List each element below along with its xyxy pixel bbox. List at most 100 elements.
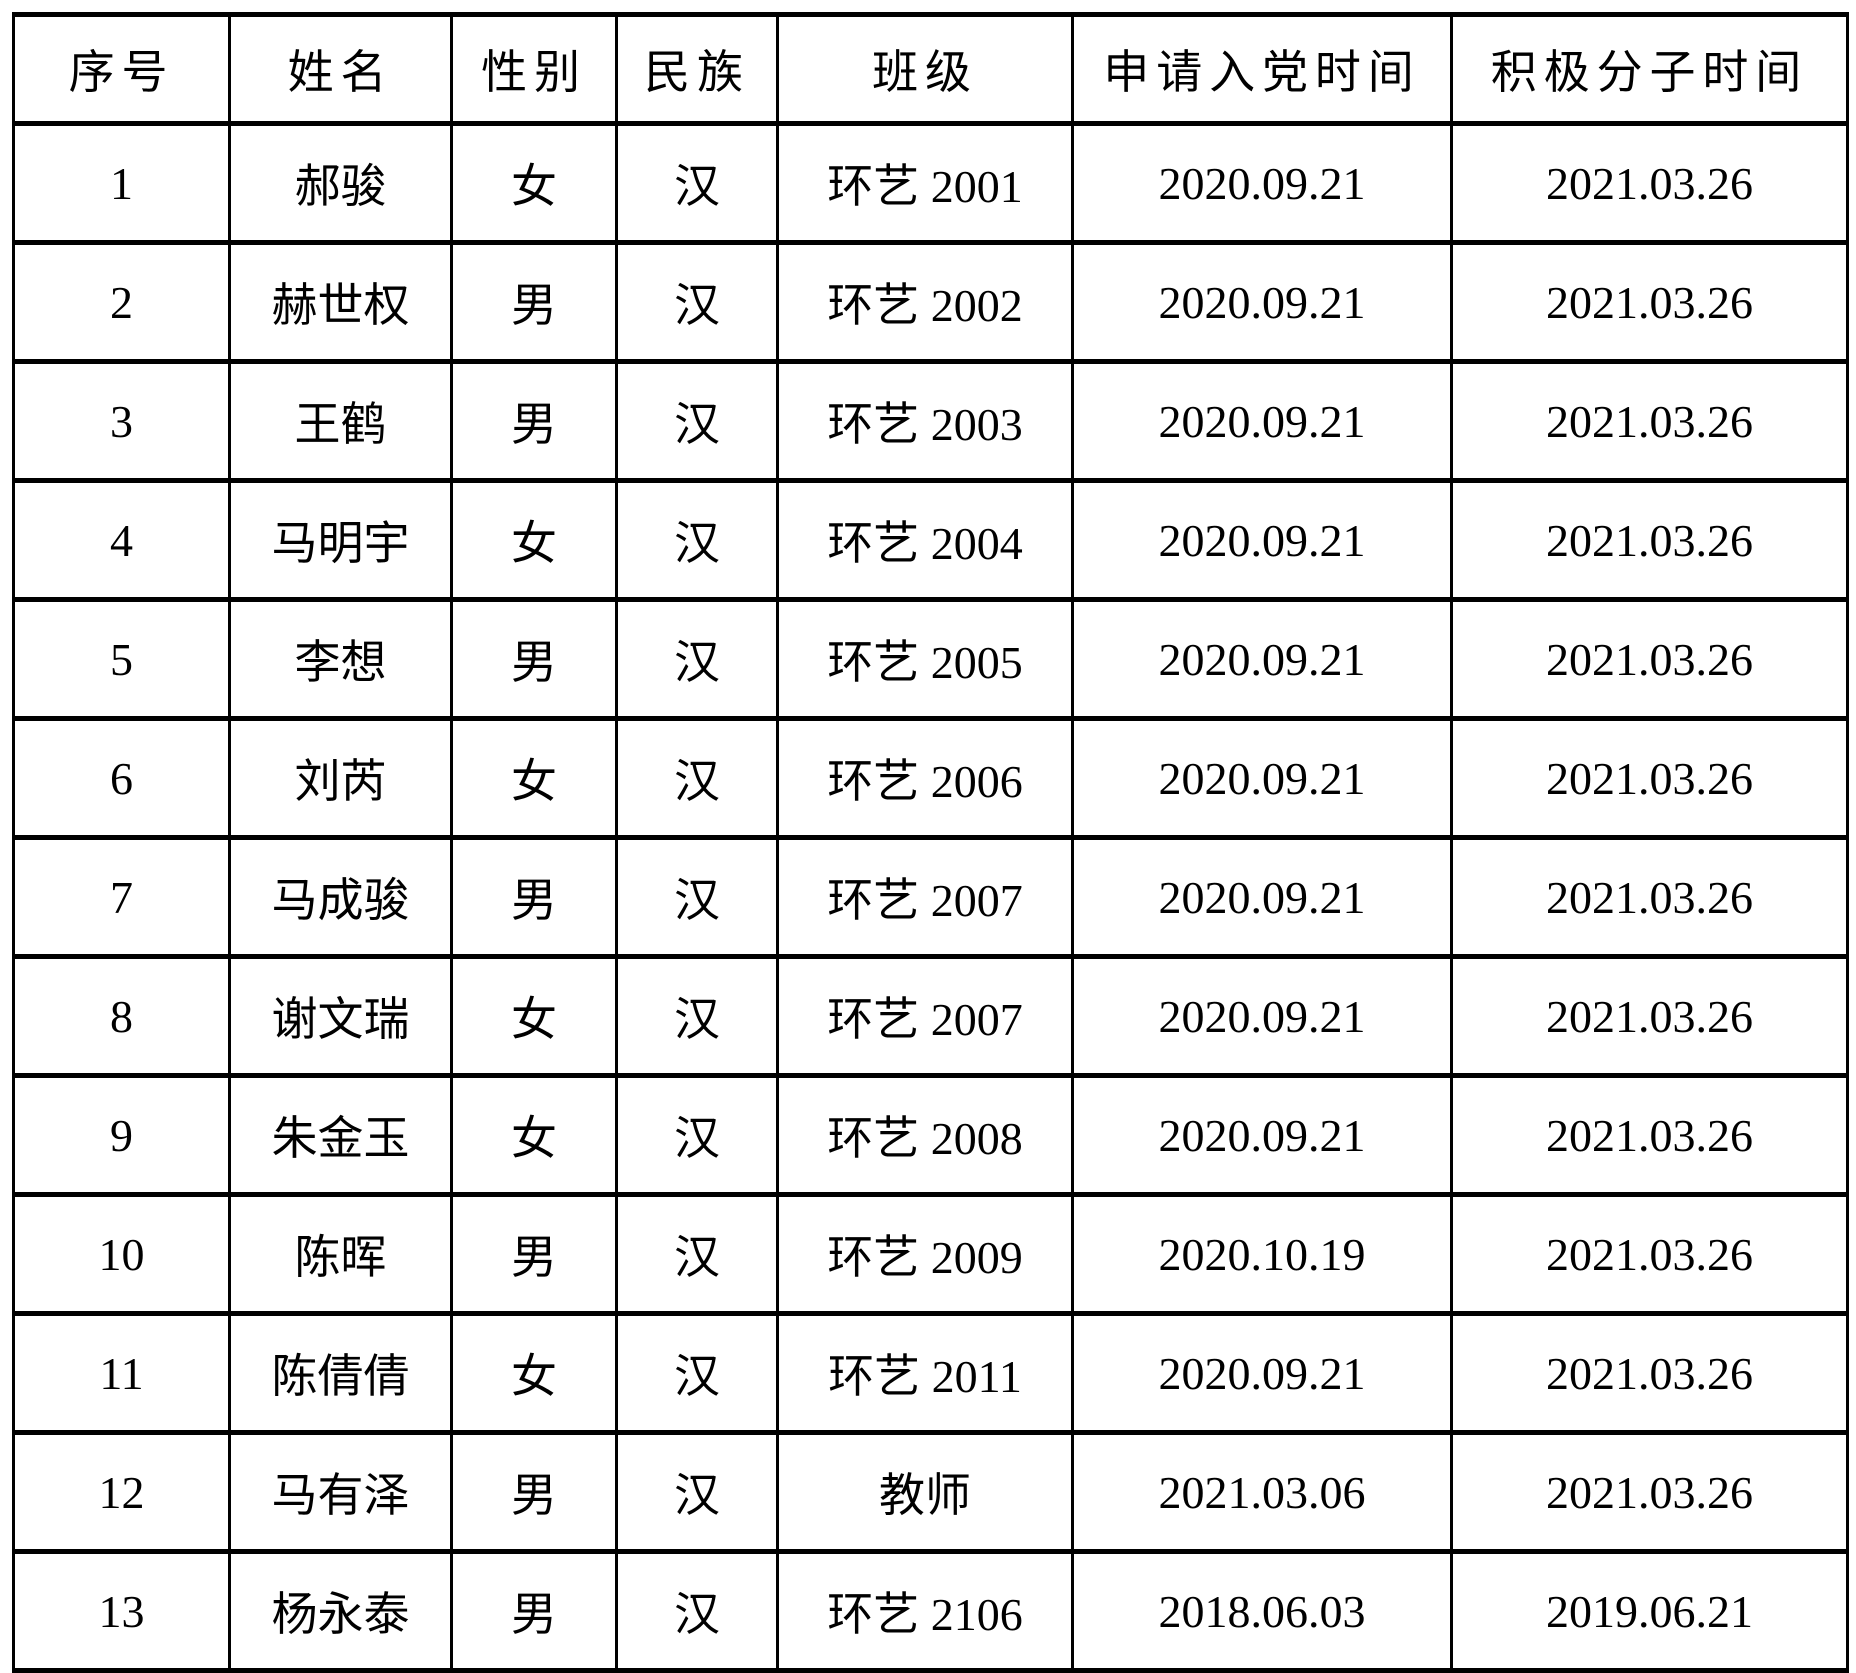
cell-name: 谢文瑞	[228, 954, 453, 1078]
cell-ethnicity: 汉	[615, 1430, 779, 1554]
header-cell-activist-date: 积极分子时间	[1450, 12, 1849, 126]
cell-index: 8	[12, 954, 231, 1078]
cell-ethnicity: 汉	[615, 597, 779, 721]
table-row: 13 杨永泰男汉环艺 2106 2018.06.03 2019.06.21	[12, 1549, 1849, 1673]
cell-apply_date: 2020.09.21	[1071, 359, 1453, 483]
cell-apply_date: 2020.10.19	[1071, 1192, 1453, 1316]
cell-activist_date: 2021.03.26	[1450, 954, 1849, 1078]
cell-ethnicity: 汉	[615, 1192, 779, 1316]
table-row: 3 王鹤男汉环艺 2003 2020.09.21 2021.03.26	[12, 359, 1849, 483]
cell-index: 5	[12, 597, 231, 721]
cell-activist_date: 2021.03.26	[1450, 240, 1849, 364]
cell-index: 13	[12, 1549, 231, 1673]
header-cell-name: 姓名	[228, 12, 453, 126]
cell-index: 7	[12, 835, 231, 959]
cell-class: 环艺 2005	[776, 597, 1074, 721]
cell-index: 2	[12, 240, 231, 364]
cell-apply_date: 2020.09.21	[1071, 716, 1453, 840]
cell-gender: 男	[450, 240, 618, 364]
cell-class: 教师	[776, 1430, 1074, 1554]
table-row: 9 朱金玉女汉环艺 2008 2020.09.21 2021.03.26	[12, 1073, 1849, 1197]
cell-gender: 男	[450, 1430, 618, 1554]
cell-class: 环艺 2004	[776, 478, 1074, 602]
table-row: 10 陈晖男汉环艺 2009 2020.10.19 2021.03.26	[12, 1192, 1849, 1316]
cell-name: 陈倩倩	[228, 1311, 453, 1435]
cell-name: 马明宇	[228, 478, 453, 602]
header-cell-class: 班级	[776, 12, 1074, 126]
party-activist-table: 序号 姓名 性别 民族 班级 申请入党时间 积极分子时间 1 郝骏女汉环艺 200…	[12, 12, 1849, 1673]
cell-ethnicity: 汉	[615, 1311, 779, 1435]
cell-index: 6	[12, 716, 231, 840]
cell-class: 环艺 2011	[776, 1311, 1074, 1435]
cell-gender: 女	[450, 478, 618, 602]
cell-index: 1	[12, 121, 231, 245]
cell-name: 马有泽	[228, 1430, 453, 1554]
cell-activist_date: 2021.03.26	[1450, 1192, 1849, 1316]
cell-class: 环艺 2009	[776, 1192, 1074, 1316]
cell-name: 杨永泰	[228, 1549, 453, 1673]
header-cell-apply-date: 申请入党时间	[1071, 12, 1453, 126]
cell-index: 9	[12, 1073, 231, 1197]
cell-gender: 男	[450, 359, 618, 483]
cell-ethnicity: 汉	[615, 1073, 779, 1197]
cell-class: 环艺 2006	[776, 716, 1074, 840]
cell-activist_date: 2021.03.26	[1450, 121, 1849, 245]
cell-name: 朱金玉	[228, 1073, 453, 1197]
cell-ethnicity: 汉	[615, 240, 779, 364]
cell-gender: 男	[450, 1549, 618, 1673]
header-row: 序号 姓名 性别 民族 班级 申请入党时间 积极分子时间	[12, 12, 1849, 126]
table-row: 4 马明宇女汉环艺 2004 2020.09.21 2021.03.26	[12, 478, 1849, 602]
table-row: 7 马成骏男汉环艺 2007 2020.09.21 2021.03.26	[12, 835, 1849, 959]
cell-ethnicity: 汉	[615, 359, 779, 483]
header-cell-gender: 性别	[450, 12, 618, 126]
cell-activist_date: 2021.03.26	[1450, 716, 1849, 840]
table-row: 11 陈倩倩女汉环艺 2011 2020.09.21 2021.03.26	[12, 1311, 1849, 1435]
cell-apply_date: 2020.09.21	[1071, 1073, 1453, 1197]
cell-apply_date: 2020.09.21	[1071, 478, 1453, 602]
cell-class: 环艺 2007	[776, 835, 1074, 959]
cell-name: 王鹤	[228, 359, 453, 483]
cell-apply_date: 2020.09.21	[1071, 597, 1453, 721]
cell-index: 3	[12, 359, 231, 483]
header-cell-ethnicity: 民族	[615, 12, 779, 126]
cell-index: 4	[12, 478, 231, 602]
cell-gender: 女	[450, 1073, 618, 1197]
cell-apply_date: 2018.06.03	[1071, 1549, 1453, 1673]
cell-name: 赫世权	[228, 240, 453, 364]
cell-gender: 男	[450, 835, 618, 959]
cell-class: 环艺 2002	[776, 240, 1074, 364]
cell-apply_date: 2020.09.21	[1071, 1311, 1453, 1435]
cell-ethnicity: 汉	[615, 835, 779, 959]
cell-activist_date: 2019.06.21	[1450, 1549, 1849, 1673]
cell-gender: 女	[450, 121, 618, 245]
cell-class: 环艺 2001	[776, 121, 1074, 245]
table-body: 1 郝骏女汉环艺 2001 2020.09.21 2021.03.26 2 赫世权男汉环艺…	[12, 121, 1849, 1673]
cell-class: 环艺 2007	[776, 954, 1074, 1078]
cell-name: 陈晖	[228, 1192, 453, 1316]
cell-name: 李想	[228, 597, 453, 721]
cell-activist_date: 2021.03.26	[1450, 1311, 1849, 1435]
cell-index: 12	[12, 1430, 231, 1554]
cell-activist_date: 2021.03.26	[1450, 359, 1849, 483]
cell-index: 11	[12, 1311, 231, 1435]
cell-apply_date: 2020.09.21	[1071, 240, 1453, 364]
table-row: 5 李想男汉环艺 2005 2020.09.21 2021.03.26	[12, 597, 1849, 721]
cell-activist_date: 2021.03.26	[1450, 835, 1849, 959]
cell-ethnicity: 汉	[615, 716, 779, 840]
table-row: 1 郝骏女汉环艺 2001 2020.09.21 2021.03.26	[12, 121, 1849, 245]
cell-class: 环艺 2003	[776, 359, 1074, 483]
cell-name: 马成骏	[228, 835, 453, 959]
cell-apply_date: 2020.09.21	[1071, 954, 1453, 1078]
cell-activist_date: 2021.03.26	[1450, 1430, 1849, 1554]
cell-ethnicity: 汉	[615, 478, 779, 602]
cell-class: 环艺 2008	[776, 1073, 1074, 1197]
cell-name: 郝骏	[228, 121, 453, 245]
header-cell-index: 序号	[12, 12, 231, 126]
table-row: 6 刘芮女汉环艺 2006 2020.09.21 2021.03.26	[12, 716, 1849, 840]
table-row: 12 马有泽男汉教师 2021.03.06 2021.03.26	[12, 1430, 1849, 1554]
cell-apply_date: 2020.09.21	[1071, 121, 1453, 245]
cell-class: 环艺 2106	[776, 1549, 1074, 1673]
cell-ethnicity: 汉	[615, 121, 779, 245]
cell-apply_date: 2021.03.06	[1071, 1430, 1453, 1554]
cell-gender: 女	[450, 954, 618, 1078]
